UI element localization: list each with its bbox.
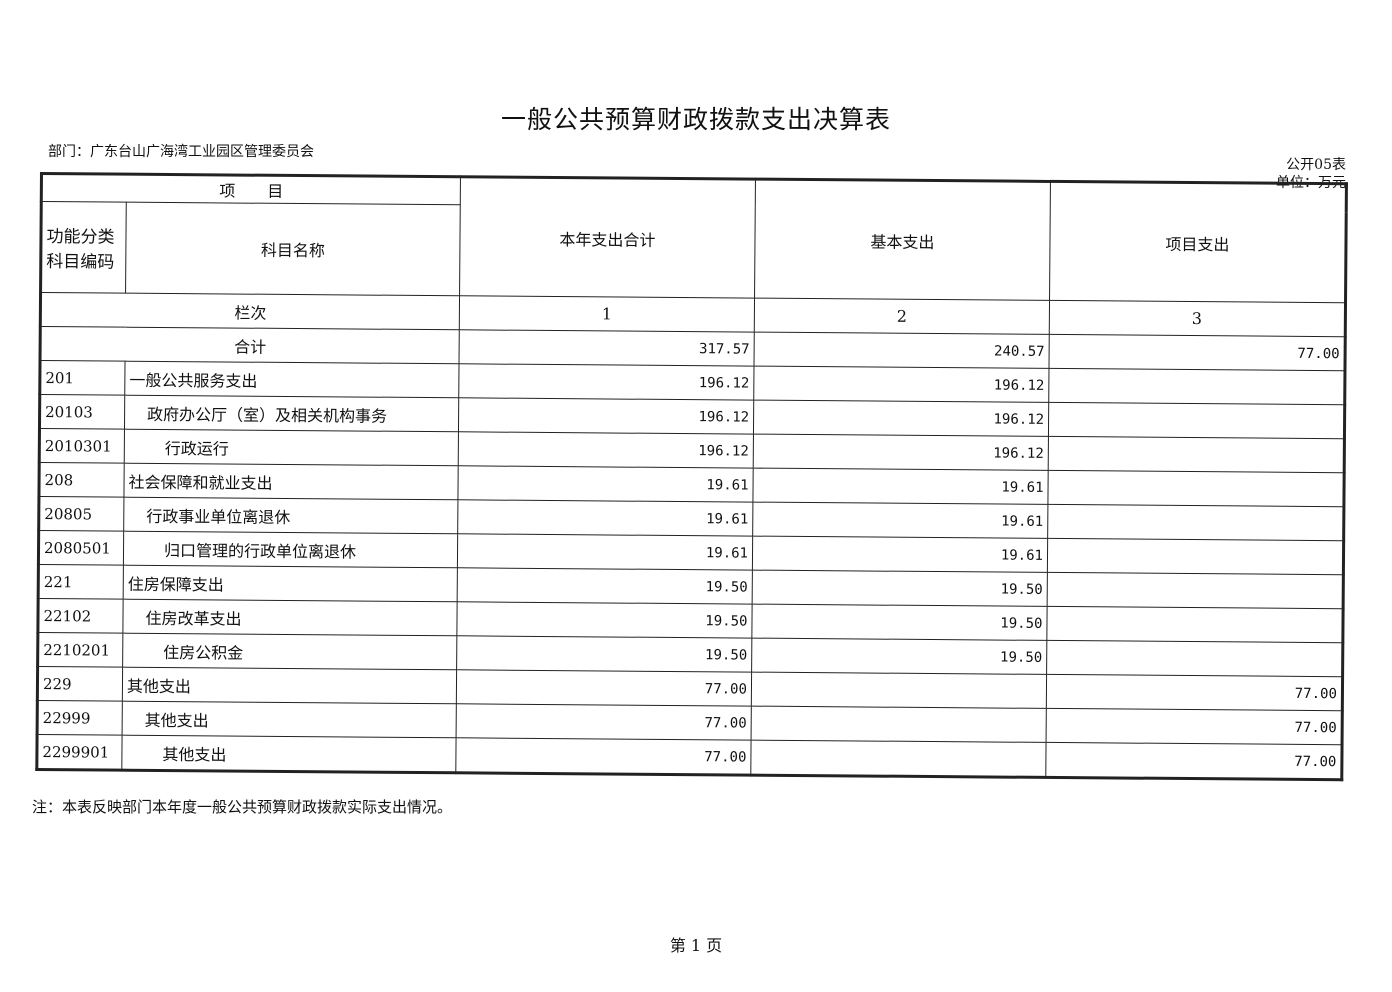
row-total: 77.00 — [455, 737, 752, 776]
row-project — [1046, 606, 1344, 643]
unit-label: 单位：万元 — [1276, 175, 1346, 191]
row-basic: 196.12 — [753, 434, 1049, 471]
row-total: 77.00 — [456, 669, 752, 707]
row-total: 19.61 — [457, 499, 753, 537]
row-subject-name: 其他支出 — [122, 667, 457, 704]
row-basic: 19.61 — [752, 502, 1048, 539]
sum-basic: 240.57 — [753, 332, 1050, 369]
row-code: 20805 — [38, 496, 124, 532]
row-code: 20103 — [39, 394, 125, 430]
row-basic — [751, 706, 1047, 743]
row-basic: 196.12 — [753, 366, 1049, 403]
row-code: 2010301 — [39, 428, 125, 464]
page-title: 一般公共预算财政拨款支出决算表 — [500, 105, 891, 134]
row-subject-name: 归口管理的行政单位离退休 — [123, 531, 458, 568]
row-project — [1047, 538, 1344, 575]
row-basic: 19.61 — [752, 468, 1049, 505]
row-total: 196.12 — [458, 363, 754, 401]
row-project: 77.00 — [1045, 742, 1343, 780]
row-project — [1047, 470, 1345, 507]
row-basic — [751, 672, 1047, 709]
row-project: 77.00 — [1046, 674, 1343, 711]
row-basic: 19.50 — [751, 638, 1047, 675]
row-code: 2210201 — [37, 632, 123, 668]
row-subject-name: 行政事业单位离退休 — [123, 497, 458, 534]
row-total: 19.50 — [456, 635, 752, 673]
row-total: 19.50 — [457, 567, 753, 605]
header-func-code: 功能分类科目编码 — [40, 201, 127, 294]
row-project — [1047, 504, 1344, 541]
row-project — [1048, 436, 1345, 473]
sum-total: 317.57 — [459, 329, 755, 367]
col-index-2: 2 — [754, 298, 1050, 335]
row-subject-name: 住房保障支出 — [123, 565, 458, 602]
row-code: 229 — [37, 666, 123, 702]
sum-project: 77.00 — [1048, 334, 1346, 371]
row-total: 19.61 — [457, 533, 753, 571]
row-total: 196.12 — [458, 397, 754, 435]
row-subject-name: 行政运行 — [124, 429, 459, 466]
row-subject-name: 社会保障和就业支出 — [123, 463, 459, 500]
row-subject-name: 其他支出 — [122, 701, 457, 738]
row-basic: 196.12 — [753, 400, 1049, 437]
row-project — [1047, 572, 1344, 609]
sum-label: 合计 — [40, 326, 460, 364]
row-code: 22999 — [37, 700, 123, 736]
row-subject-name: 政府办公厅（室）及相关机构事务 — [124, 395, 459, 432]
row-basic: 19.50 — [751, 604, 1048, 641]
row-project: 77.00 — [1046, 708, 1343, 745]
col-index-1: 1 — [459, 295, 755, 333]
row-total: 19.61 — [457, 465, 754, 503]
expenditure-table: 项 目 本年支出合计 基本支出 项目支出 功能分类科目编码 科目名称 栏次 1 … — [35, 172, 1348, 782]
row-code: 2299901 — [36, 734, 123, 771]
page-number: 第 1 页 — [669, 936, 723, 955]
footnote: 注：本表反映部门本年度一般公共预算财政拨款实际支出情况。 — [32, 798, 453, 816]
row-code: 22102 — [37, 598, 124, 634]
row-total: 196.12 — [458, 431, 754, 469]
row-basic — [750, 740, 1047, 778]
row-subject-name: 一般公共服务支出 — [124, 361, 460, 398]
row-project — [1046, 640, 1343, 677]
row-code: 201 — [39, 360, 126, 396]
row-project — [1048, 368, 1345, 405]
header-subject-name: 科目名称 — [125, 202, 461, 296]
header-total: 本年支出合计 — [459, 176, 756, 299]
header-project: 项目支出 — [1049, 181, 1347, 303]
header-basic: 基本支出 — [754, 179, 1051, 301]
form-info: 公开05表 单位：万元 — [1276, 156, 1346, 192]
row-code: 2080501 — [38, 530, 124, 566]
row-total: 77.00 — [456, 703, 752, 741]
row-code: 221 — [38, 564, 124, 600]
header-item: 项 目 — [41, 173, 461, 205]
row-basic: 19.50 — [752, 570, 1048, 607]
row-subject-name: 住房改革支出 — [122, 599, 458, 636]
row-code: 208 — [38, 462, 125, 498]
department-label: 部门：广东台山广海湾工业园区管理委员会 — [48, 144, 314, 160]
row-project — [1048, 402, 1345, 439]
row-basic: 19.61 — [752, 536, 1048, 573]
row-subject-name: 住房公积金 — [122, 633, 457, 670]
column-index-label: 栏次 — [40, 292, 460, 330]
row-total: 19.50 — [456, 601, 753, 639]
col-index-3: 3 — [1049, 300, 1346, 337]
row-subject-name: 其他支出 — [121, 735, 457, 773]
form-number: 公开05表 — [1286, 157, 1346, 173]
